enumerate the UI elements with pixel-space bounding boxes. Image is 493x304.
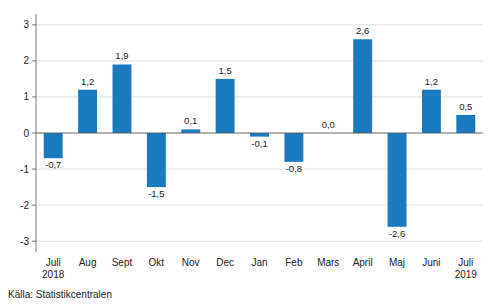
chart-container: -3-2-10123Juli2018AugSeptOktNovDecJanFeb… [0, 0, 493, 304]
y-tick [32, 96, 36, 97]
grid-line [36, 96, 483, 97]
x-tick-label: Feb [285, 257, 303, 268]
x-tick-label: Maj [389, 257, 405, 268]
y-tick-label: -3 [20, 236, 29, 247]
y-tick-label: 0 [23, 128, 29, 139]
y-tick-label: -1 [20, 164, 29, 175]
grid-line [36, 24, 483, 25]
bar [422, 90, 441, 133]
x-tick-label: Juli2018 [42, 257, 65, 280]
data-label: -2,6 [389, 228, 405, 239]
data-label: -1,5 [148, 188, 164, 199]
data-labels: -0,7 1,2 1,9 -1,5 0,1 1,5 -0,1 -0,8 0,0 2,6 -2,6 1,… [45, 25, 472, 239]
y-tick [32, 169, 36, 170]
y-tick [32, 205, 36, 206]
x-tick-label: Aug [79, 257, 97, 268]
data-label: 1,9 [115, 50, 128, 61]
x-tick-label: Jan [251, 257, 267, 268]
y-tick [32, 24, 36, 25]
x-tick-label-line: Juli [46, 257, 61, 268]
bar [250, 133, 269, 137]
data-label: 1,5 [219, 65, 232, 76]
x-tick-label: Juli2019 [455, 257, 478, 280]
data-label: -0,8 [286, 163, 302, 174]
data-label: -0,7 [45, 159, 61, 170]
x-tick-label-line: Juli [458, 257, 473, 268]
x-tick-label-line: Jan [251, 257, 267, 268]
x-tick-label: Sept [112, 257, 133, 268]
x-tick-label-line: 2019 [455, 269, 478, 280]
y-tick [32, 133, 36, 134]
x-tick-label: Juni [422, 257, 440, 268]
x-tick-label-line: Juni [422, 257, 440, 268]
x-tick-label-line: Nov [182, 257, 200, 268]
y-tick-label: 3 [23, 19, 29, 30]
bar [147, 133, 166, 187]
data-label: 0,5 [459, 101, 472, 112]
bar [181, 129, 200, 133]
x-tick-label: Mars [317, 257, 339, 268]
bar [456, 115, 475, 133]
bar [388, 133, 407, 227]
grid-line [36, 241, 483, 242]
x-tick-label-line: Sept [112, 257, 133, 268]
data-label: -0,1 [251, 138, 267, 149]
x-tick-label: Okt [149, 257, 165, 268]
x-tick-label-line: Maj [389, 257, 405, 268]
grid-line [36, 133, 483, 134]
grid-line [36, 169, 483, 170]
y-tick-label: -2 [20, 200, 29, 211]
y-ticks: -3 -2 -1 0 1 2 3 [20, 19, 36, 246]
grid [36, 25, 483, 241]
y-tick [32, 60, 36, 61]
x-tick-label: April [353, 257, 373, 268]
data-label: 0,1 [184, 115, 197, 126]
grid-line [36, 205, 483, 206]
chart-svg: -3-2-10123Juli2018AugSeptOktNovDecJanFeb… [0, 0, 493, 304]
x-ticks: Juli2018AugSeptOktNovDecJanFebMarsAprilM… [42, 257, 477, 280]
grid-line [36, 60, 483, 61]
data-label: 0,0 [322, 119, 335, 130]
data-label: 1,2 [425, 76, 438, 87]
x-tick-label-line: Mars [317, 257, 339, 268]
bar [113, 64, 132, 133]
x-tick-label-line: Dec [216, 257, 234, 268]
bar [44, 133, 63, 158]
bar [216, 79, 235, 133]
zero-line [36, 133, 483, 134]
x-tick-label-line: April [353, 257, 373, 268]
y-tick [32, 241, 36, 242]
bar [78, 90, 97, 133]
y-tick-label: 1 [23, 91, 29, 102]
bar [284, 133, 303, 162]
x-tick-label: Nov [182, 257, 200, 268]
source-note: Källa: Statistikcentralen [8, 289, 112, 300]
x-tick-label-line: Okt [149, 257, 165, 268]
bar [353, 39, 372, 133]
y-tick-label: 2 [23, 55, 29, 66]
data-label: 1,2 [81, 76, 94, 87]
data-label: 2,6 [356, 25, 369, 36]
x-tick-label: Dec [216, 257, 234, 268]
x-tick-label-line: 2018 [42, 269, 65, 280]
x-tick-label-line: Feb [285, 257, 303, 268]
x-tick-label-line: Aug [79, 257, 97, 268]
